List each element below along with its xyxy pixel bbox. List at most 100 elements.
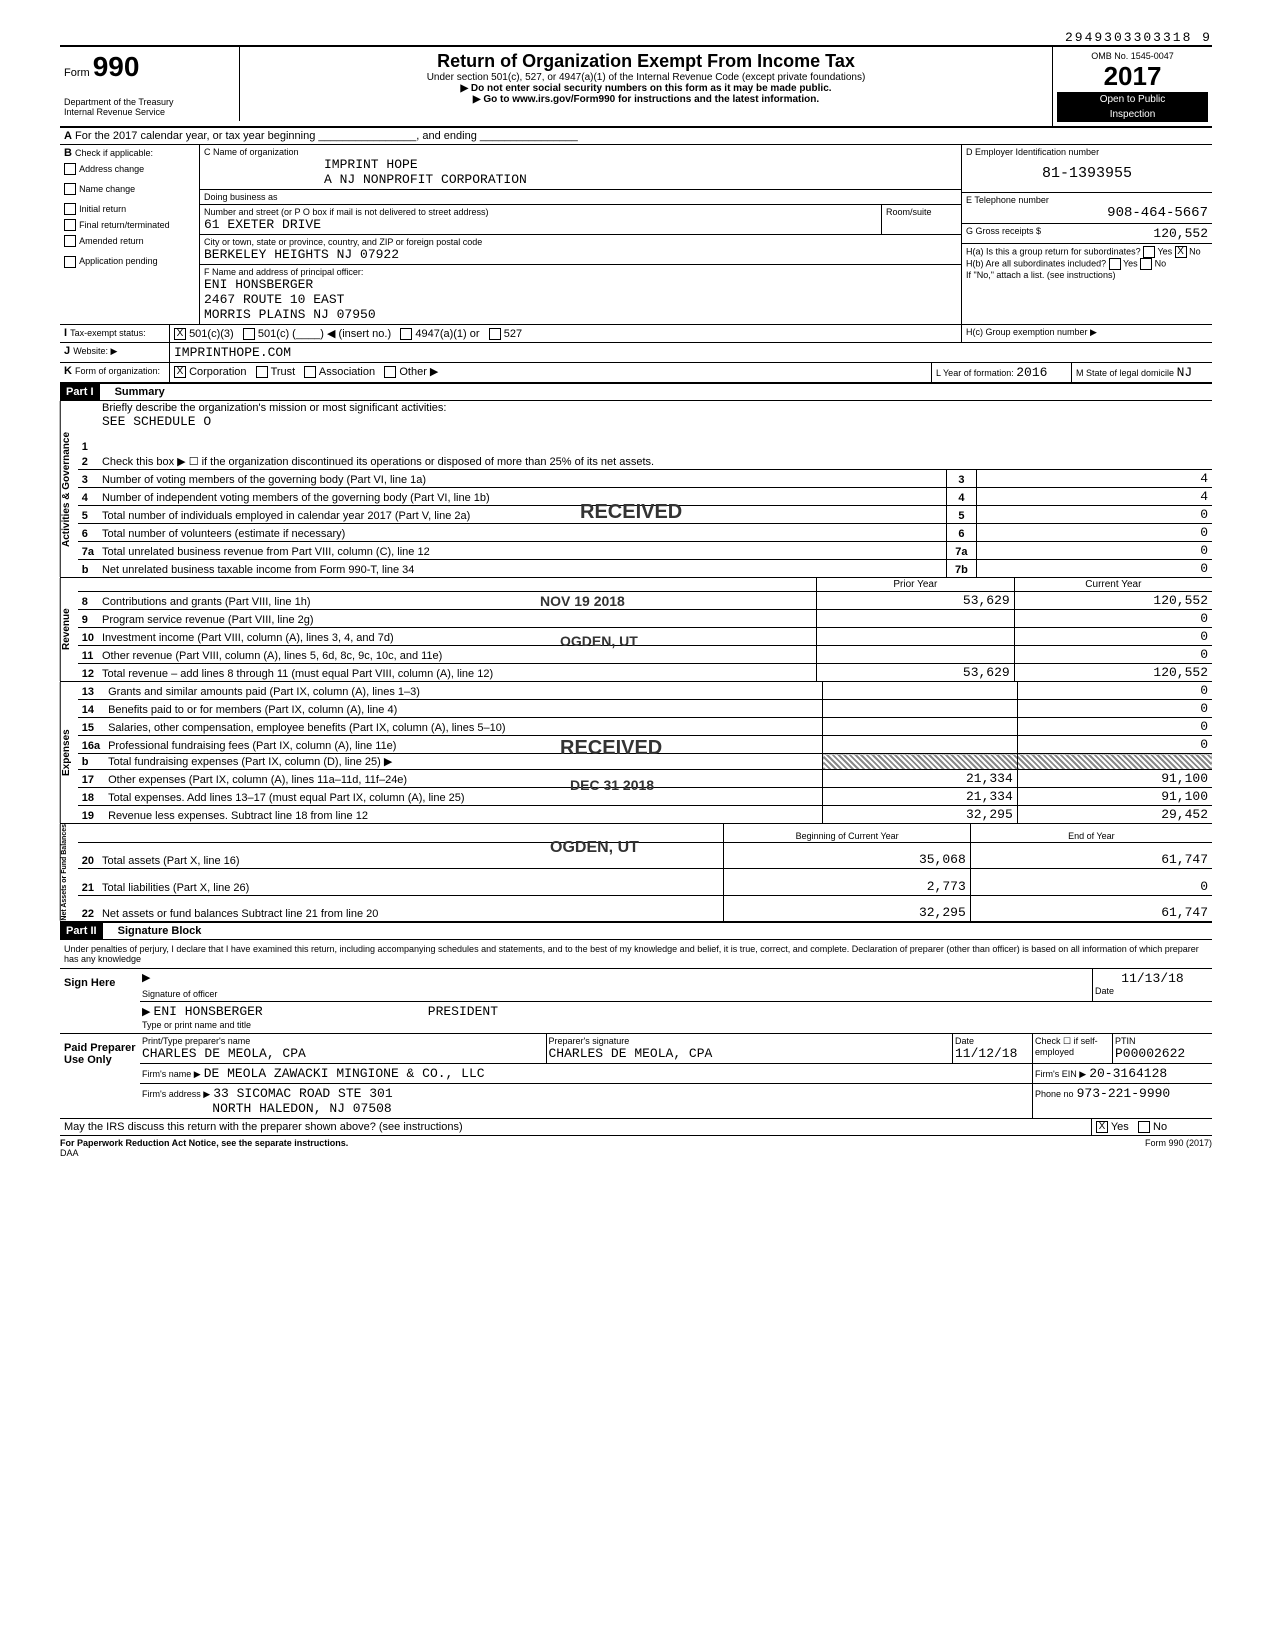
sig-date-value: 11/13/18 [1095,971,1210,986]
other-label: Other ▶ [399,366,438,378]
checkbox-application-pending[interactable] [64,256,76,268]
501c3-label: 501(c)(3) [189,328,234,340]
v6: 0 [976,524,1212,542]
firm-ein-label: Firm's EIN ▶ [1035,1069,1086,1079]
current-year-head: Current Year [1014,578,1212,592]
p17: 21,334 [823,770,1018,788]
c18: 91,100 [1017,788,1212,806]
sig-date-label: Date [1095,986,1210,996]
prep-name: CHARLES DE MEOLA, CPA [142,1046,544,1061]
v4: 4 [976,488,1212,506]
cb-501c[interactable] [243,328,255,340]
street-address: 61 EXETER DRIVE [204,217,877,232]
check-self-employed: Check ☐ if self-employed [1032,1034,1112,1063]
p8: 53,629 [816,592,1014,610]
line-a: For the 2017 calendar year, or tax year … [75,130,578,142]
gross-receipts-label: G Gross receipts $ [966,226,1041,241]
addr-label: Number and street (or P O box if mail is… [204,207,877,217]
discuss-question: May the IRS discuss this return with the… [60,1119,1092,1135]
c21: 0 [970,869,1212,895]
prep-sig: CHARLES DE MEOLA, CPA [549,1046,951,1061]
officer-typed-name: ENI HONSBERGER [154,1004,263,1019]
cb-label-0: Address change [79,164,144,174]
officer-label: F Name and address of principal officer: [204,267,957,277]
state-domicile: NJ [1177,365,1193,380]
footer-daa: DAA [60,1148,348,1158]
q22: Net assets or fund balances Subtract lin… [98,895,724,921]
line-m-label: M State of legal domicile [1076,368,1174,378]
ein-value: 81-1393955 [966,157,1208,190]
q12: Total revenue – add lines 8 through 11 (… [98,664,816,682]
checkbox-amended-return[interactable] [64,235,76,247]
p10 [816,628,1014,646]
hb-yes[interactable] [1109,258,1121,270]
document-number: 2949303303318 9 [60,30,1212,45]
part1-head: Part I [60,384,100,400]
firm-addr1: 33 SICOMAC ROAD STE 301 [213,1086,392,1101]
cb-4947[interactable] [400,328,412,340]
cb-trust[interactable] [256,366,268,378]
checkbox-final-return[interactable] [64,219,76,231]
firm-name-label: Firm's name ▶ [142,1069,201,1079]
ptin-value: P00002622 [1115,1046,1210,1061]
p20: 35,068 [724,842,970,868]
ha-no[interactable]: X [1175,246,1187,258]
hb-no[interactable] [1140,258,1152,270]
footer-form: Form 990 (2017) [1145,1138,1212,1158]
line-k-label: Form of organization: [75,366,160,376]
side-revenue: Revenue [60,578,78,681]
form-title: Return of Organization Exempt From Incom… [244,51,1048,72]
c22: 61,747 [970,895,1212,921]
ha-label: H(a) Is this a group return for subordin… [966,246,1141,256]
website-value: IMPRINTHOPE.COM [170,343,1212,362]
cb-corp[interactable]: X [174,366,186,378]
c13: 0 [1017,682,1212,700]
cb-501c3[interactable]: X [174,328,186,340]
cb-assoc[interactable] [304,366,316,378]
form-prefix: Form [64,67,90,79]
hb-label: H(b) Are all subordinates included? [966,258,1106,268]
c8: 120,552 [1014,592,1212,610]
checkbox-address-change[interactable] [64,163,76,175]
cb-label-2: Initial return [79,204,126,214]
cb-other[interactable] [384,366,396,378]
q10: Investment income (Part VIII, column (A)… [98,628,816,646]
prep-date-label: Date [955,1036,1030,1046]
cb-label-5: Application pending [79,256,158,266]
prior-year-head: Prior Year [816,578,1014,592]
q11: Other revenue (Part VIII, column (A), li… [98,646,816,664]
p11 [816,646,1014,664]
hc-label: H(c) Group exemption number ▶ [962,325,1212,342]
discuss-no[interactable] [1138,1121,1150,1133]
cb-527[interactable] [489,328,501,340]
city-state-zip: BERKELEY HEIGHTS NJ 07922 [204,247,957,262]
h-note: If "No," attach a list. (see instruction… [966,270,1208,280]
p13 [823,682,1018,700]
q16b: Total fundraising expenses (Part IX, col… [104,754,822,770]
prep-date: 11/12/18 [955,1046,1030,1061]
v7a: 0 [976,542,1212,560]
city-label: City or town, state or province, country… [204,237,957,247]
room-label: Room/suite [881,205,961,234]
trust-label: Trust [271,366,296,378]
q1: Briefly describe the organization's miss… [102,402,446,414]
q21: Total liabilities (Part X, line 26) [98,869,724,895]
part2-head: Part II [60,923,103,939]
phone-value: 908-464-5667 [966,205,1208,221]
q6: Total number of volunteers (estimate if … [98,524,946,542]
checkbox-name-change[interactable] [64,183,76,195]
firm-phone-label: Phone no [1035,1089,1074,1099]
firm-addr2: NORTH HALEDON, NJ 07508 [212,1101,391,1116]
org-name-2: A NJ NONPROFIT CORPORATION [204,172,957,187]
ha-yes[interactable] [1143,246,1155,258]
checkbox-initial-return[interactable] [64,203,76,215]
c11: 0 [1014,646,1212,664]
discuss-yes[interactable]: X [1096,1121,1108,1133]
footer-paperwork: For Paperwork Reduction Act Notice, see … [60,1138,348,1148]
q4: Number of independent voting members of … [98,488,946,506]
p12: 53,629 [816,664,1014,682]
c14: 0 [1017,700,1212,718]
insert-no: ◀ (insert no.) [327,328,391,340]
begin-year-head: Beginning of Current Year [724,824,970,842]
side-netassets: Net Assets or Fund Balances [60,824,78,921]
